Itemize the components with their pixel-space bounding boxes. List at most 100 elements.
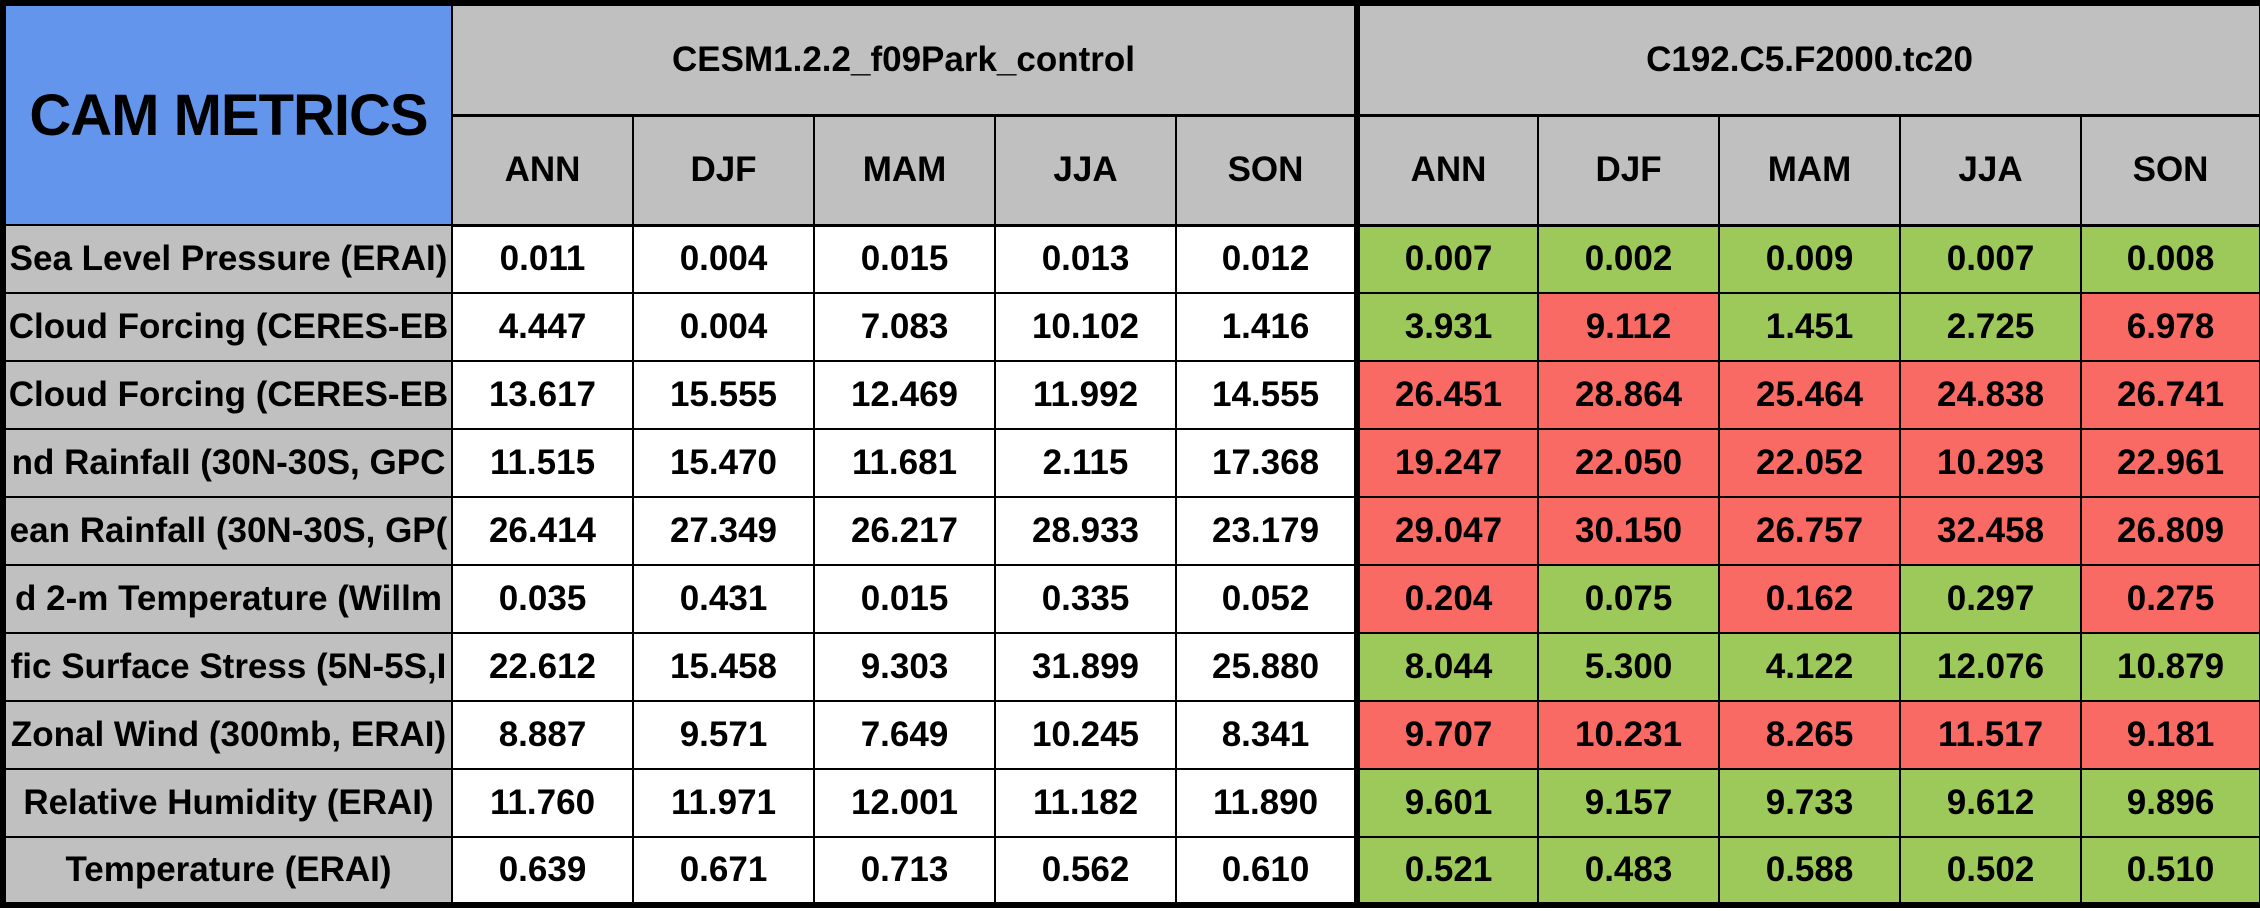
control-value-cell: 0.639: [451, 836, 634, 906]
test-value-cell: 9.896: [2080, 768, 2260, 838]
season-header-son: SON: [1174, 114, 1359, 227]
test-value-cell: 26.741: [2080, 360, 2260, 430]
control-value-cell: 28.933: [994, 496, 1177, 566]
control-value-cell: 0.013: [994, 224, 1177, 294]
page-title: CAM METRICS: [2, 2, 453, 226]
test-value-cell: 0.075: [1537, 564, 1721, 634]
control-value-cell: 26.414: [451, 496, 634, 566]
control-value-cell: 11.890: [1174, 768, 1359, 838]
season-header-son: SON: [2080, 114, 2260, 227]
control-value-cell: 0.035: [451, 564, 634, 634]
control-value-cell: 12.001: [813, 768, 996, 838]
control-value-cell: 0.671: [632, 836, 815, 906]
test-value-cell: 26.451: [1354, 360, 1540, 430]
control-value-cell: 15.458: [632, 632, 815, 702]
metric-label: Zonal Wind (300mb, ERAI): [2, 700, 453, 770]
control-value-cell: 0.335: [994, 564, 1177, 634]
test-value-cell: 2.725: [1899, 292, 2083, 362]
control-value-cell: 0.011: [451, 224, 634, 294]
test-value-cell: 24.838: [1899, 360, 2083, 430]
metric-label: ean Rainfall (30N-30S, GP(: [2, 496, 453, 566]
test-value-cell: 32.458: [1899, 496, 2083, 566]
table-row: Zonal Wind (300mb, ERAI) 8.887 9.571 7.6…: [2, 700, 2260, 770]
metric-label: Cloud Forcing (CERES-EB: [2, 360, 453, 430]
test-value-cell: 26.757: [1718, 496, 1902, 566]
test-value-cell: 3.931: [1354, 292, 1540, 362]
test-value-cell: 0.007: [1354, 224, 1540, 294]
test-value-cell: 22.961: [2080, 428, 2260, 498]
control-value-cell: 11.681: [813, 428, 996, 498]
test-value-cell: 0.162: [1718, 564, 1902, 634]
control-value-cell: 0.015: [813, 224, 996, 294]
table-row: d 2-m Temperature (Willm 0.035 0.431 0.0…: [2, 564, 2260, 634]
control-value-cell: 9.571: [632, 700, 815, 770]
test-value-cell: 8.044: [1354, 632, 1540, 702]
control-value-cell: 9.303: [813, 632, 996, 702]
metric-label: d 2-m Temperature (Willm: [2, 564, 453, 634]
test-value-cell: 12.076: [1899, 632, 2083, 702]
control-value-cell: 31.899: [994, 632, 1177, 702]
control-value-cell: 7.649: [813, 700, 996, 770]
control-value-cell: 1.416: [1174, 292, 1359, 362]
control-value-cell: 12.469: [813, 360, 996, 430]
metric-label: nd Rainfall (30N-30S, GPC: [2, 428, 453, 498]
metric-label: Relative Humidity (ERAI): [2, 768, 453, 838]
test-value-cell: 25.464: [1718, 360, 1902, 430]
test-value-cell: 0.204: [1354, 564, 1540, 634]
test-value-cell: 9.181: [2080, 700, 2260, 770]
test-value-cell: 1.451: [1718, 292, 1902, 362]
model-name-header-test: C192.C5.F2000.tc20: [1354, 2, 2260, 117]
test-value-cell: 28.864: [1537, 360, 1721, 430]
test-value-cell: 0.007: [1899, 224, 2083, 294]
test-value-cell: 0.483: [1537, 836, 1721, 906]
test-value-cell: 0.510: [2080, 836, 2260, 906]
control-value-cell: 17.368: [1174, 428, 1359, 498]
test-value-cell: 8.265: [1718, 700, 1902, 770]
table-row: Cloud Forcing (CERES-EB 4.447 0.004 7.08…: [2, 292, 2260, 362]
control-value-cell: 11.515: [451, 428, 634, 498]
metric-label: fic Surface Stress (5N-5S,I: [2, 632, 453, 702]
test-value-cell: 0.275: [2080, 564, 2260, 634]
table-row: Sea Level Pressure (ERAI) 0.011 0.004 0.…: [2, 224, 2260, 294]
control-value-cell: 11.760: [451, 768, 634, 838]
control-value-cell: 22.612: [451, 632, 634, 702]
test-value-cell: 0.502: [1899, 836, 2083, 906]
season-header-mam: MAM: [1718, 114, 1902, 227]
season-header-djf: DJF: [632, 114, 815, 227]
season-header-ann: ANN: [451, 114, 634, 227]
test-value-cell: 6.978: [2080, 292, 2260, 362]
test-value-cell: 0.008: [2080, 224, 2260, 294]
season-header-ann: ANN: [1354, 114, 1540, 227]
control-value-cell: 13.617: [451, 360, 634, 430]
metric-label: Temperature (ERAI): [2, 836, 453, 906]
table-row: Cloud Forcing (CERES-EB 13.617 15.555 12…: [2, 360, 2260, 430]
test-value-cell: 10.879: [2080, 632, 2260, 702]
control-value-cell: 0.015: [813, 564, 996, 634]
control-value-cell: 26.217: [813, 496, 996, 566]
control-value-cell: 0.713: [813, 836, 996, 906]
table-row: nd Rainfall (30N-30S, GPC 11.515 15.470 …: [2, 428, 2260, 498]
control-value-cell: 0.004: [632, 224, 815, 294]
control-value-cell: 7.083: [813, 292, 996, 362]
control-value-cell: 0.562: [994, 836, 1177, 906]
test-value-cell: 9.612: [1899, 768, 2083, 838]
model-name-header-control: CESM1.2.2_f09Park_control: [450, 2, 1359, 117]
test-value-cell: 29.047: [1354, 496, 1540, 566]
test-value-cell: 22.052: [1718, 428, 1902, 498]
season-header-row: ANN DJF MAM JJA SON ANN DJF MAM JJA SON: [3, 114, 2260, 227]
test-value-cell: 0.521: [1354, 836, 1540, 906]
table-row: fic Surface Stress (5N-5S,I 22.612 15.45…: [2, 632, 2260, 702]
control-value-cell: 8.341: [1174, 700, 1359, 770]
control-value-cell: 11.971: [632, 768, 815, 838]
control-value-cell: 8.887: [451, 700, 634, 770]
test-value-cell: 0.002: [1537, 224, 1721, 294]
table-row: Temperature (ERAI) 0.639 0.671 0.713 0.5…: [2, 836, 2260, 906]
control-value-cell: 0.431: [632, 564, 815, 634]
metric-label: Sea Level Pressure (ERAI): [2, 224, 453, 294]
test-value-cell: 9.601: [1354, 768, 1540, 838]
season-header-jja: JJA: [1899, 114, 2083, 227]
test-value-cell: 19.247: [1354, 428, 1540, 498]
test-value-cell: 22.050: [1537, 428, 1721, 498]
control-value-cell: 11.182: [994, 768, 1177, 838]
